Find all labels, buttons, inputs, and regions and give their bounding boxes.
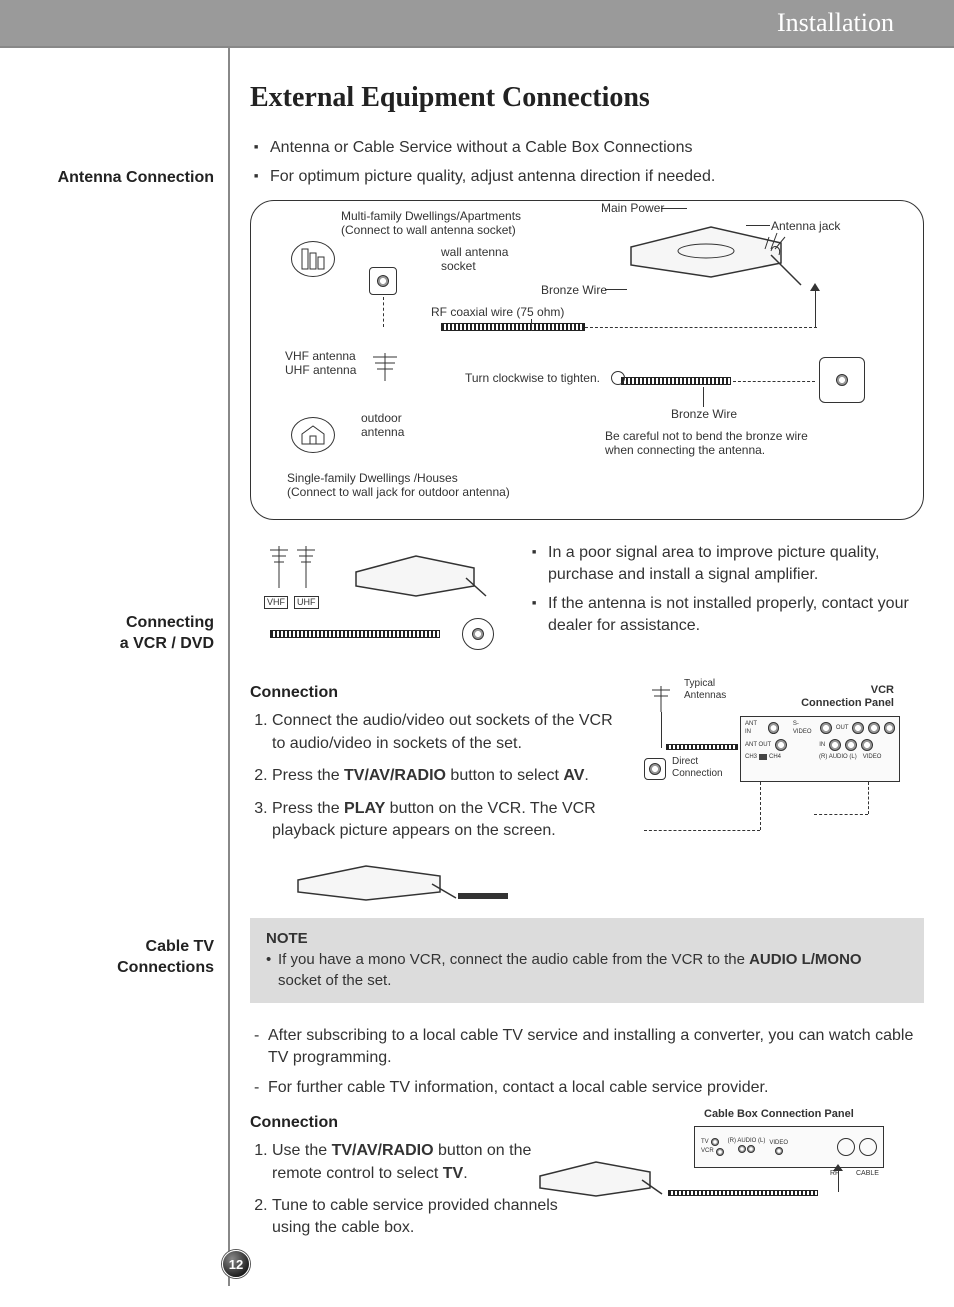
label-bronze-top: Bronze Wire xyxy=(541,283,607,297)
label-vhf-uhf: VHF antenna UHF antenna xyxy=(285,349,356,378)
label-vcr-panel: VCR Connection Panel xyxy=(794,684,894,710)
cable-steps: Use the TV/AV/RADIO button on the remote… xyxy=(250,1140,560,1240)
vcr-subheading: Connection xyxy=(250,682,630,704)
antenna-intro-1: Antenna or Cable Service without a Cable… xyxy=(254,137,924,159)
vhf-tag: VHF xyxy=(264,596,288,609)
antenna-note-2: If the antenna is not installed properly… xyxy=(532,593,924,638)
label-single-family: Single-family Dwellings /Houses (Connect… xyxy=(287,471,510,500)
wall-socket-icon xyxy=(369,267,397,295)
label-rf-coax: RF coaxial wire (75 ohm) xyxy=(431,305,564,319)
cable-step-1: Use the TV/AV/RADIO button on the remote… xyxy=(272,1140,560,1185)
cable-intro-1: After subscribing to a local cable TV se… xyxy=(254,1025,924,1070)
antenna-small-diagram: VHF UHF xyxy=(250,538,510,658)
cable-subheading: Connection xyxy=(250,1112,560,1134)
vcr-step-3: Press the PLAY button on the VCR. The VC… xyxy=(272,798,630,843)
vcr-device-icon xyxy=(290,852,510,902)
building-icon xyxy=(291,241,335,277)
label-typical-ant: Typical Antennas xyxy=(684,678,726,702)
cable-diagram: Cable Box Connection Panel TV VCR (R) AU… xyxy=(574,1108,894,1218)
cable-row: Connection Use the TV/AV/RADIO button on… xyxy=(250,1108,924,1250)
header-bar: Installation xyxy=(0,0,954,46)
vcr-diagram: Typical Antennas VCR Connection Panel AN… xyxy=(644,678,904,848)
cable-intro-list: After subscribing to a local cable TV se… xyxy=(250,1025,924,1100)
device-small-icon xyxy=(350,538,490,604)
label-outdoor-ant: outdoor antenna xyxy=(361,411,404,440)
vcr-note-box: NOTE • If you have a mono VCR, connect t… xyxy=(250,918,924,1003)
label-bend-warn: Be careful not to bend the bronze wire w… xyxy=(605,429,808,458)
page-number-badge: 12 xyxy=(222,1250,250,1278)
antenna-intro-list: Antenna or Cable Service without a Cable… xyxy=(250,137,924,188)
cable-intro-2: For further cable TV information, contac… xyxy=(254,1077,924,1099)
page-body: Antenna Connection Connecting a VCR / DV… xyxy=(0,46,954,1286)
page-number: 12 xyxy=(229,1257,243,1272)
antenna-intro-2: For optimum picture quality, adjust ante… xyxy=(254,166,924,188)
antenna-notes-row: VHF UHF In a poor signal area to improve… xyxy=(250,538,924,658)
cable-device-icon xyxy=(534,1146,664,1202)
antenna-small-icon xyxy=(363,347,407,383)
note-label: NOTE xyxy=(266,928,908,949)
sidebar: Antenna Connection Connecting a VCR / DV… xyxy=(0,48,230,1286)
vcr-step-1: Connect the audio/video out sockets of t… xyxy=(272,710,630,755)
label-multi-family: Multi-family Dwellings/Apartments (Conne… xyxy=(341,209,521,238)
dual-antenna-icon xyxy=(264,538,324,598)
cable-box-panel: TV VCR (R) AUDIO (L) VIDEO xyxy=(694,1126,884,1168)
vcr-step-2: Press the TV/AV/RADIO button to select A… xyxy=(272,765,630,787)
vcr-steps: Connect the audio/video out sockets of t… xyxy=(250,710,630,842)
cable-step-2: Tune to cable service provided channels … xyxy=(272,1195,560,1240)
uhf-tag: UHF xyxy=(294,596,319,609)
page-title: External Equipment Connections xyxy=(250,78,924,117)
connector-icon xyxy=(462,618,494,650)
cable-panel-title: Cable Box Connection Panel xyxy=(704,1108,854,1121)
side-antenna: Antenna Connection xyxy=(0,168,214,189)
label-turn-clockwise: Turn clockwise to tighten. xyxy=(465,371,600,385)
side-cable: Cable TV Connections xyxy=(0,937,214,979)
antenna-diagram: Multi-family Dwellings/Apartments (Conne… xyxy=(250,200,924,520)
side-vcr: Connecting a VCR / DVD xyxy=(0,613,214,655)
cable-label: CABLE xyxy=(856,1170,879,1178)
main-content: External Equipment Connections Antenna o… xyxy=(230,48,954,1286)
antenna-notes-list: In a poor signal area to improve picture… xyxy=(528,542,924,644)
label-wall-socket: wall antenna socket xyxy=(441,245,508,274)
device-icon-top xyxy=(621,207,811,293)
typical-ant-icon xyxy=(644,680,678,714)
direct-conn-icon xyxy=(644,758,666,780)
vcr-panel-box: ANT IN S-VIDEO OUT ANT OUT IN xyxy=(740,716,900,782)
wall-jack-icon xyxy=(819,357,865,403)
label-bronze-bottom: Bronze Wire xyxy=(671,407,737,421)
label-direct-conn: Direct Connection xyxy=(672,756,723,780)
header-title: Installation xyxy=(777,8,894,37)
antenna-note-1: In a poor signal area to improve picture… xyxy=(532,542,924,587)
vcr-section: Connection Connect the audio/video out s… xyxy=(250,678,924,910)
house-icon xyxy=(291,417,335,453)
